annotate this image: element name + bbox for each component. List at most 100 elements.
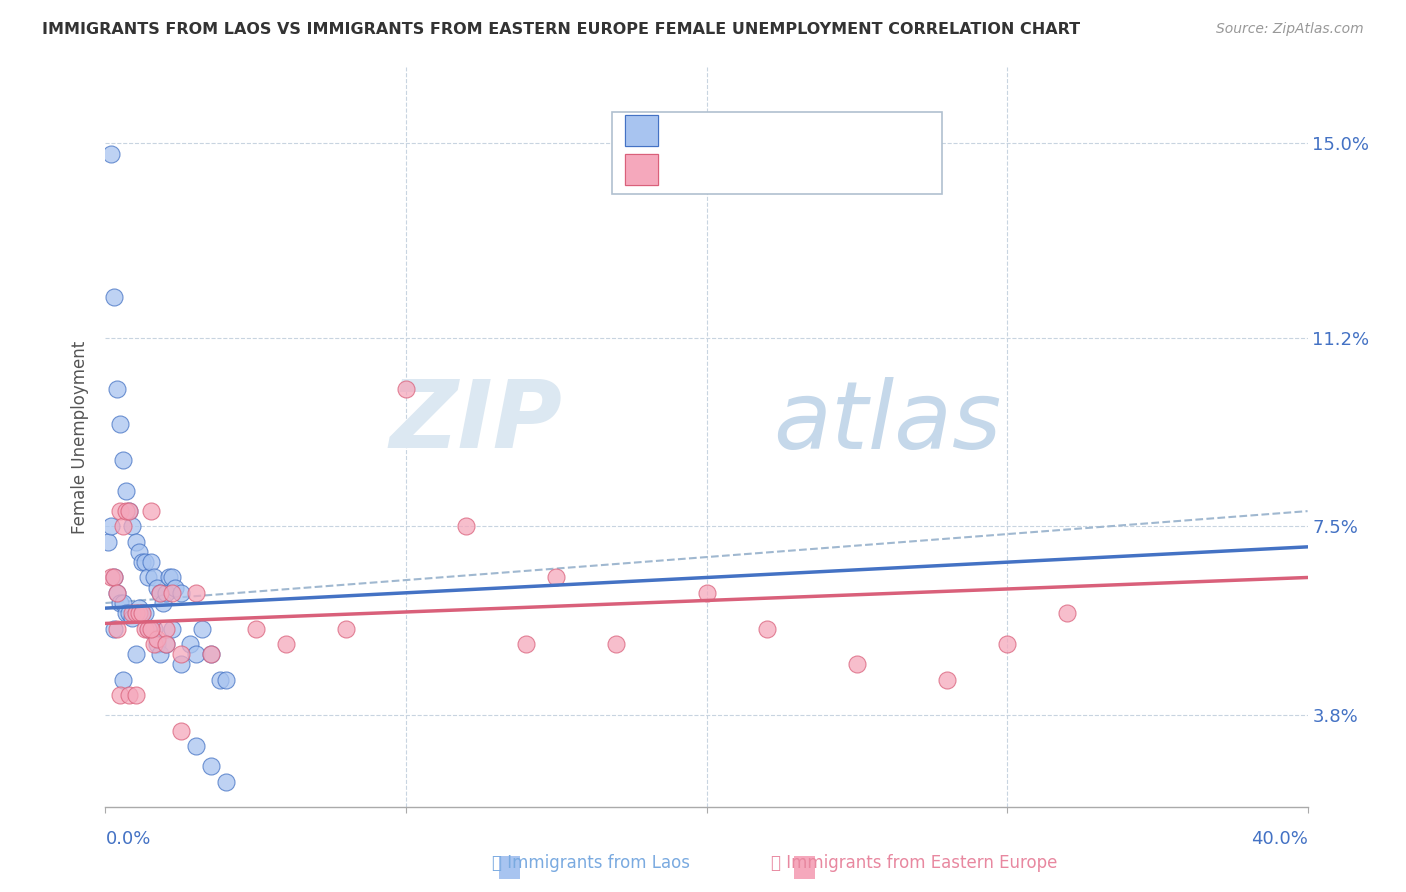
Point [142,622,165,636]
Text: ⬛ Immigrants from Eastern Europe: ⬛ Immigrants from Eastern Europe [770,855,1057,872]
Point [103,570,125,584]
Point [200,647,222,661]
Point [124,606,146,620]
Text: N = 43: N = 43 [844,160,905,178]
Point [124,647,146,661]
Point [121,606,143,620]
Text: R = 0.045: R = 0.045 [668,121,751,139]
Point [110,688,132,702]
Point [131,555,153,569]
Point [208,673,231,687]
Text: Source: ZipAtlas.com: Source: ZipAtlas.com [1216,22,1364,37]
Point [115,483,138,498]
Point [184,586,207,600]
Point [145,637,167,651]
Point [103,570,125,584]
Point [995,637,1018,651]
Bar [624,115,658,146]
Point [128,545,150,559]
Point [214,673,236,687]
Point [100,146,122,161]
Point [112,596,135,610]
Point [121,519,143,533]
Point [124,534,146,549]
Point [107,586,129,600]
Text: R =  0.113: R = 0.113 [668,160,756,178]
Point [169,657,191,672]
Point [200,647,222,661]
Bar [624,154,658,186]
Text: 0.0%: 0.0% [105,830,150,848]
Point [124,688,146,702]
Point [139,504,162,518]
Point [118,504,141,518]
Point [124,606,146,620]
Point [515,637,537,651]
Text: IMMIGRANTS FROM LAOS VS IMMIGRANTS FROM EASTERN EUROPE FEMALE UNEMPLOYMENT CORRE: IMMIGRANTS FROM LAOS VS IMMIGRANTS FROM … [42,22,1080,37]
Text: atlas: atlas [773,376,1001,467]
Point [755,622,778,636]
Point [160,622,183,636]
Point [136,570,159,584]
Point [605,637,627,651]
Point [131,606,153,620]
Point [110,417,132,432]
Point [134,555,156,569]
Point [131,606,153,620]
FancyBboxPatch shape [612,112,942,194]
Point [97,534,120,549]
Point [148,586,170,600]
Point [169,586,191,600]
Point [136,622,159,636]
Point [139,555,162,569]
Point [112,673,135,687]
Point [546,570,568,584]
Point [103,622,125,636]
Point [128,601,150,615]
Point [160,586,183,600]
Point [118,688,141,702]
Point [335,622,357,636]
Point [184,647,207,661]
Point [696,586,718,600]
Text: ⬛ Immigrants from Laos: ⬛ Immigrants from Laos [492,855,689,872]
Point [118,504,141,518]
Point [169,647,191,661]
Point [245,622,267,636]
Point [107,622,129,636]
Text: 40.0%: 40.0% [1251,830,1308,848]
Point [1056,606,1078,620]
Point [112,453,135,467]
Point [936,673,959,687]
Point [155,637,177,651]
Point [152,596,174,610]
Point [155,586,177,600]
Text: ZIP: ZIP [389,376,562,468]
Point [148,647,170,661]
Point [100,519,122,533]
Point [100,570,122,584]
Point [184,739,207,753]
Point [155,622,177,636]
Point [456,519,478,533]
Point [115,606,138,620]
Point [142,570,165,584]
Point [128,606,150,620]
Point [169,723,191,738]
Point [103,290,125,304]
Point [118,606,141,620]
Point [107,382,129,396]
Point [148,586,170,600]
Point [142,637,165,651]
Y-axis label: Female Unemployment: Female Unemployment [72,341,90,533]
Point [214,774,236,789]
Point [115,504,138,518]
Point [110,504,132,518]
Point [145,581,167,595]
Point [845,657,868,672]
Point [157,570,180,584]
Text: N = 56: N = 56 [844,121,905,139]
Point [139,622,162,636]
Point [121,611,143,625]
Point [107,586,129,600]
